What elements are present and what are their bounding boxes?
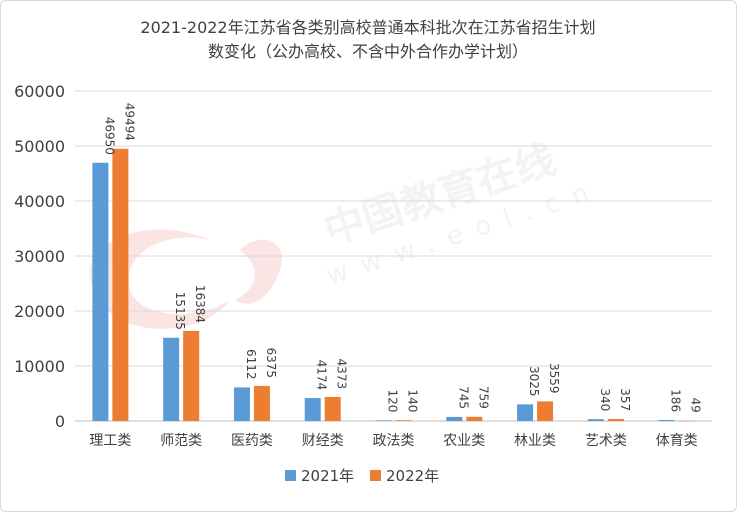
bar-2022年-林业类 (537, 401, 554, 421)
bar-2021年-林业类 (517, 404, 534, 421)
y-tick-label: 60000 (14, 82, 65, 101)
x-tick-label: 理工类 (89, 433, 131, 449)
data-label: 186 (669, 389, 683, 412)
bars (92, 148, 695, 422)
data-label: 15135 (173, 292, 187, 330)
bar-2022年-政法类 (395, 420, 412, 421)
bar-2022年-理工类 (112, 148, 129, 421)
y-tick-label: 0 (55, 412, 65, 431)
y-tick-label: 20000 (14, 302, 65, 321)
data-label: 340 (598, 388, 612, 411)
bar-2022年-艺术类 (607, 419, 624, 421)
data-label: 4373 (335, 359, 349, 390)
data-label: 357 (618, 388, 632, 411)
bar-2021年-农业类 (446, 416, 463, 421)
y-axis: 0 10000 20000 30000 40000 50000 60000 (14, 82, 65, 431)
x-tick-label: 政法类 (373, 433, 415, 449)
data-label: 4174 (315, 360, 329, 391)
bar-2021年-财经类 (304, 398, 321, 421)
data-label: 49494 (122, 103, 136, 141)
bar-2022年-医药类 (253, 385, 270, 421)
gridlines (75, 90, 712, 422)
x-tick-label: 财经类 (302, 433, 344, 449)
x-tick-label: 农业类 (443, 433, 485, 449)
legend-swatch (370, 470, 381, 481)
y-tick-label: 40000 (14, 192, 65, 211)
data-label: 49 (689, 398, 703, 413)
bar-2022年-农业类 (466, 416, 483, 421)
y-tick-label: 10000 (14, 357, 65, 376)
legend-label: 2021年 (301, 467, 354, 485)
bar-2021年-医药类 (233, 387, 250, 421)
bar-2022年-体育类 (678, 420, 695, 422)
y-tick-label: 30000 (14, 247, 65, 266)
data-label: 120 (386, 390, 400, 413)
legend: 2021年 2022年 (285, 467, 439, 485)
watermark-logo: 中国教育在线 www.eol.cn (89, 137, 606, 329)
x-tick-label: 医药类 (231, 433, 273, 449)
x-tick-label: 林业类 (514, 433, 556, 449)
bar-2021年-师范类 (163, 337, 180, 421)
data-label: 3025 (527, 366, 541, 397)
bar-2022年-财经类 (324, 396, 341, 421)
x-axis: 理工类 师范类 医药类 财经类 政法类 农业类 林业类 艺术类 体育类 (89, 432, 697, 449)
x-tick-label: 体育类 (656, 433, 698, 449)
chart-title-group: 2021-2022年江苏省各类别高校普通本科批次在江苏省招生计划 数变化（公办高… (140, 18, 595, 61)
bar-2021年-体育类 (658, 419, 675, 421)
bar-2021年-理工类 (92, 162, 109, 421)
data-label: 759 (476, 386, 490, 409)
bar-2021年-政法类 (375, 420, 392, 421)
data-label: 3559 (547, 363, 561, 394)
x-tick-label: 师范类 (160, 432, 202, 449)
bar-2021年-艺术类 (587, 419, 604, 421)
bar-2022年-师范类 (183, 330, 200, 421)
data-label: 46950 (102, 117, 116, 155)
x-tick-label: 艺术类 (585, 433, 627, 449)
data-label: 140 (406, 389, 420, 412)
chart-title-line-1: 2021-2022年江苏省各类别高校普通本科批次在江苏省招生计划 (140, 18, 595, 37)
chart-title-line-2: 数变化（公办高校、不含中外合作办学计划） (208, 42, 528, 61)
data-labels: 46950 49494 15135 16384 6112 6375 4174 4373 120 1… (102, 103, 702, 413)
data-label: 6375 (264, 348, 278, 379)
data-label: 6112 (244, 349, 258, 380)
legend-swatch (285, 470, 296, 481)
y-tick-label: 50000 (14, 137, 65, 156)
data-label: 745 (456, 386, 470, 409)
legend-label: 2022年 (386, 467, 439, 485)
data-label: 16384 (193, 285, 207, 323)
